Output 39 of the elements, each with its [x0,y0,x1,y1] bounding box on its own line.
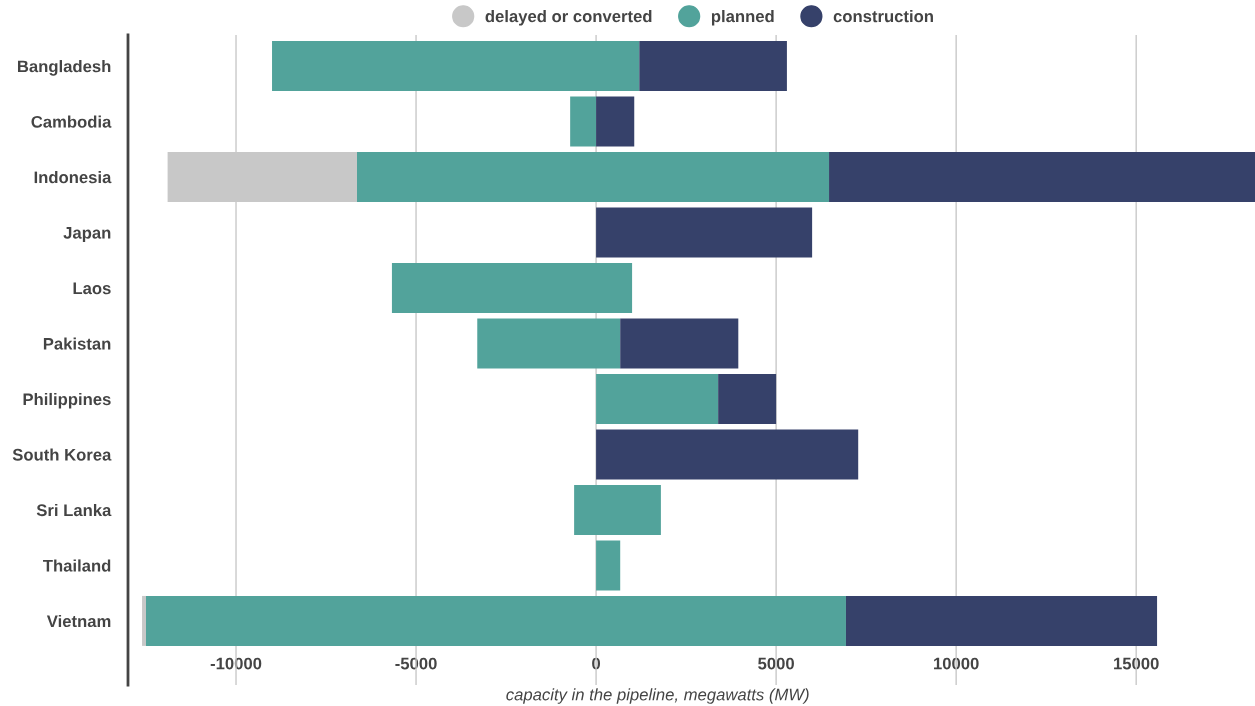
y-tick-label: Indonesia [34,171,112,184]
bar [639,41,787,92]
bar [142,595,146,646]
y-tick-label: Laos [73,282,111,295]
x-tick-label: 0 [592,657,601,670]
bar [845,595,1158,646]
x-tick-label: -10000 [210,657,262,670]
x-tick-label: 10000 [934,657,979,670]
bar [272,41,640,92]
y-tick-label: Bangladesh [17,60,111,76]
bar [829,152,1255,203]
bar [477,318,621,369]
x-tick-label: -5000 [395,657,437,670]
y-tick-label: South Korea [12,448,112,461]
bar [596,429,859,480]
y-tick-label: Vietnam [46,614,111,628]
x-tick-label: 15000 [1114,657,1159,670]
legend-label: delayed or converted [485,10,652,26]
bar [574,484,661,535]
bar [146,595,846,646]
bar [718,374,777,424]
bar [596,96,635,147]
y-tick-label: Japan [63,227,111,243]
bar [596,374,719,424]
bar [596,540,621,591]
bar [596,207,813,258]
bar [357,152,830,203]
y-tick-label: Pakistan [43,337,111,350]
y-tick-label: Cambodia [31,115,112,128]
x-tick-label: 5000 [758,657,794,670]
bar [620,318,739,369]
x-axis-title: capacity in the pipeline, megawatts (MW) [506,688,809,704]
legend-label: planned [711,10,774,26]
bar [391,263,633,313]
y-tick-label: Philippines [23,392,111,409]
legend-label: construction [833,10,933,23]
y-tick-label: Thailand [43,559,111,572]
bar [570,96,597,147]
y-tick-label: Sri Lanka [36,503,112,517]
